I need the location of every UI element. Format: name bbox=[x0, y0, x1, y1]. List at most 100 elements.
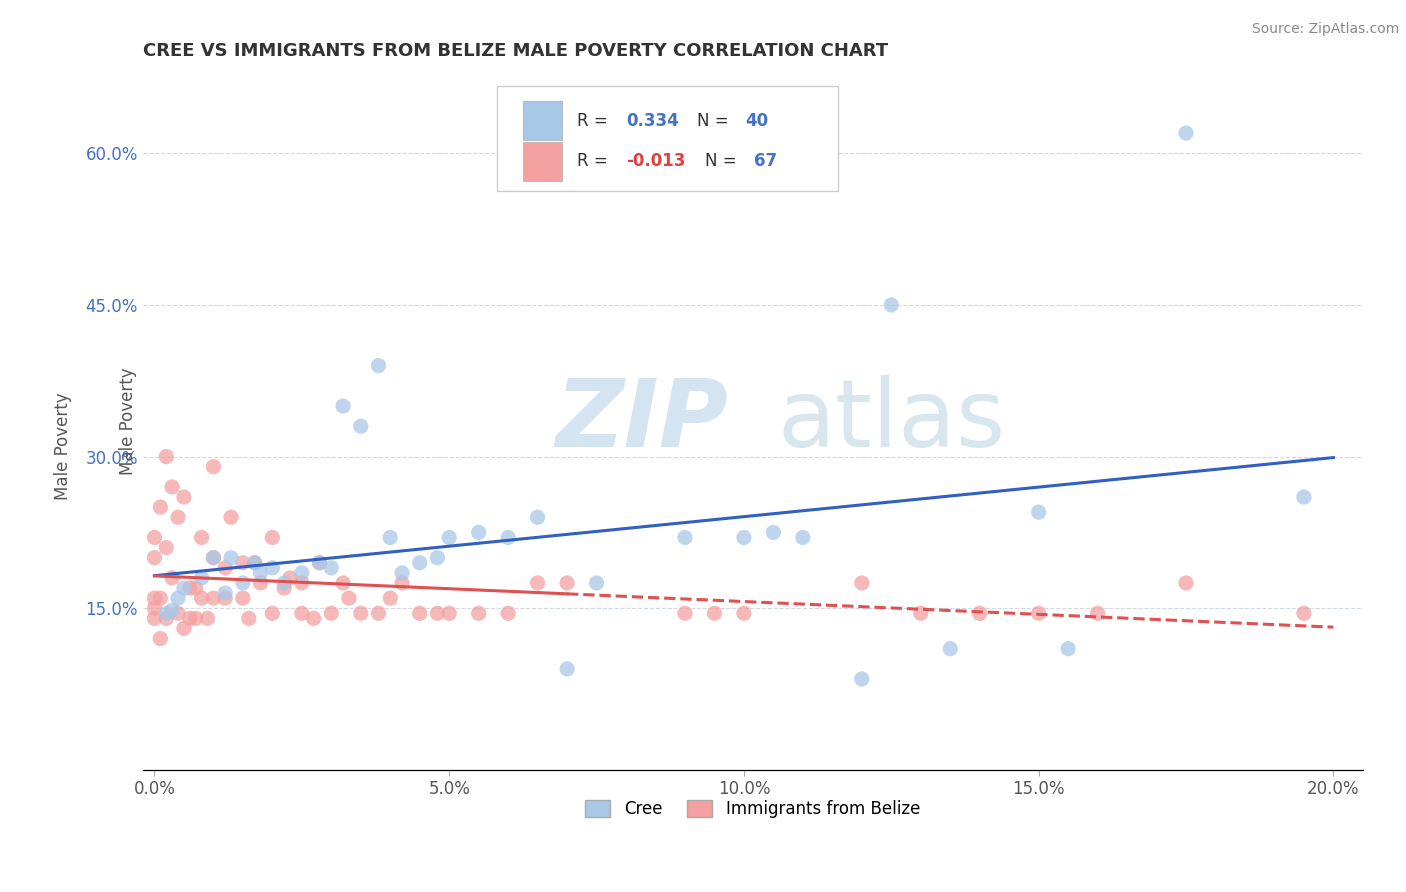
Point bbox=[426, 607, 449, 621]
Point bbox=[155, 607, 177, 621]
Point bbox=[143, 611, 166, 625]
Point bbox=[291, 566, 314, 580]
Point bbox=[437, 531, 460, 545]
Point bbox=[179, 581, 201, 595]
Point bbox=[1028, 505, 1050, 519]
Point bbox=[262, 531, 284, 545]
Point bbox=[184, 611, 207, 625]
Text: Male Poverty: Male Poverty bbox=[55, 392, 72, 500]
Text: atlas: atlas bbox=[778, 376, 1005, 467]
Point bbox=[321, 607, 343, 621]
Point bbox=[851, 672, 873, 686]
Legend: Cree, Immigrants from Belize: Cree, Immigrants from Belize bbox=[579, 793, 927, 824]
Point bbox=[467, 607, 489, 621]
Point bbox=[409, 556, 432, 570]
Point bbox=[232, 576, 254, 591]
Point bbox=[179, 611, 201, 625]
Point bbox=[214, 591, 236, 606]
Point bbox=[143, 531, 166, 545]
Point bbox=[143, 601, 166, 615]
Point bbox=[880, 298, 903, 312]
Point bbox=[184, 581, 207, 595]
Point bbox=[367, 359, 389, 373]
Point bbox=[160, 480, 183, 494]
Point bbox=[202, 550, 225, 565]
Point bbox=[332, 576, 354, 591]
Point bbox=[291, 576, 314, 591]
Point bbox=[910, 607, 932, 621]
Point bbox=[1175, 576, 1198, 591]
Point bbox=[214, 586, 236, 600]
Point bbox=[585, 576, 607, 591]
Point bbox=[391, 566, 413, 580]
Point bbox=[426, 550, 449, 565]
Point bbox=[202, 459, 225, 474]
Point bbox=[190, 591, 212, 606]
Point bbox=[733, 607, 755, 621]
Text: CREE VS IMMIGRANTS FROM BELIZE MALE POVERTY CORRELATION CHART: CREE VS IMMIGRANTS FROM BELIZE MALE POVE… bbox=[142, 42, 887, 60]
Point bbox=[219, 550, 242, 565]
Point bbox=[262, 607, 284, 621]
Point bbox=[673, 607, 696, 621]
Point bbox=[249, 566, 271, 580]
Point bbox=[238, 611, 260, 625]
Text: -0.013: -0.013 bbox=[626, 153, 685, 170]
Point bbox=[673, 531, 696, 545]
Point bbox=[160, 571, 183, 585]
Point bbox=[160, 603, 183, 617]
Point bbox=[173, 490, 195, 504]
Point bbox=[939, 641, 962, 656]
Point bbox=[391, 576, 413, 591]
Point bbox=[308, 556, 330, 570]
Point bbox=[337, 591, 360, 606]
Point bbox=[792, 531, 814, 545]
Point bbox=[350, 607, 373, 621]
Text: ZIP: ZIP bbox=[555, 376, 728, 467]
Point bbox=[155, 541, 177, 555]
Point bbox=[273, 576, 295, 591]
Point bbox=[273, 581, 295, 595]
Point bbox=[143, 550, 166, 565]
Point bbox=[1028, 607, 1050, 621]
Point bbox=[308, 556, 330, 570]
Point bbox=[173, 581, 195, 595]
Point bbox=[496, 607, 519, 621]
Point bbox=[703, 607, 725, 621]
Point bbox=[173, 622, 195, 636]
Y-axis label: Male Poverty: Male Poverty bbox=[120, 368, 138, 475]
Point bbox=[733, 531, 755, 545]
Point bbox=[762, 525, 785, 540]
Point bbox=[167, 510, 190, 524]
Point bbox=[155, 450, 177, 464]
Point bbox=[149, 591, 172, 606]
Text: N =: N = bbox=[696, 112, 734, 129]
Point bbox=[167, 607, 190, 621]
Point bbox=[555, 576, 578, 591]
Point bbox=[1292, 490, 1315, 504]
Point bbox=[291, 607, 314, 621]
Point bbox=[350, 419, 373, 434]
FancyBboxPatch shape bbox=[523, 142, 562, 180]
Point bbox=[1175, 126, 1198, 140]
Text: 40: 40 bbox=[745, 112, 769, 129]
Point bbox=[380, 591, 402, 606]
Point bbox=[467, 525, 489, 540]
Point bbox=[526, 510, 548, 524]
Point bbox=[437, 607, 460, 621]
Point bbox=[155, 611, 177, 625]
Point bbox=[278, 571, 301, 585]
Point bbox=[380, 531, 402, 545]
Point bbox=[496, 531, 519, 545]
Point bbox=[214, 561, 236, 575]
Text: R =: R = bbox=[576, 112, 613, 129]
Point bbox=[167, 591, 190, 606]
Point bbox=[321, 561, 343, 575]
Point bbox=[851, 576, 873, 591]
Point bbox=[243, 556, 266, 570]
Point bbox=[219, 510, 242, 524]
Point bbox=[249, 576, 271, 591]
Point bbox=[969, 607, 991, 621]
Point bbox=[555, 662, 578, 676]
Point bbox=[149, 632, 172, 646]
Text: 0.334: 0.334 bbox=[626, 112, 679, 129]
